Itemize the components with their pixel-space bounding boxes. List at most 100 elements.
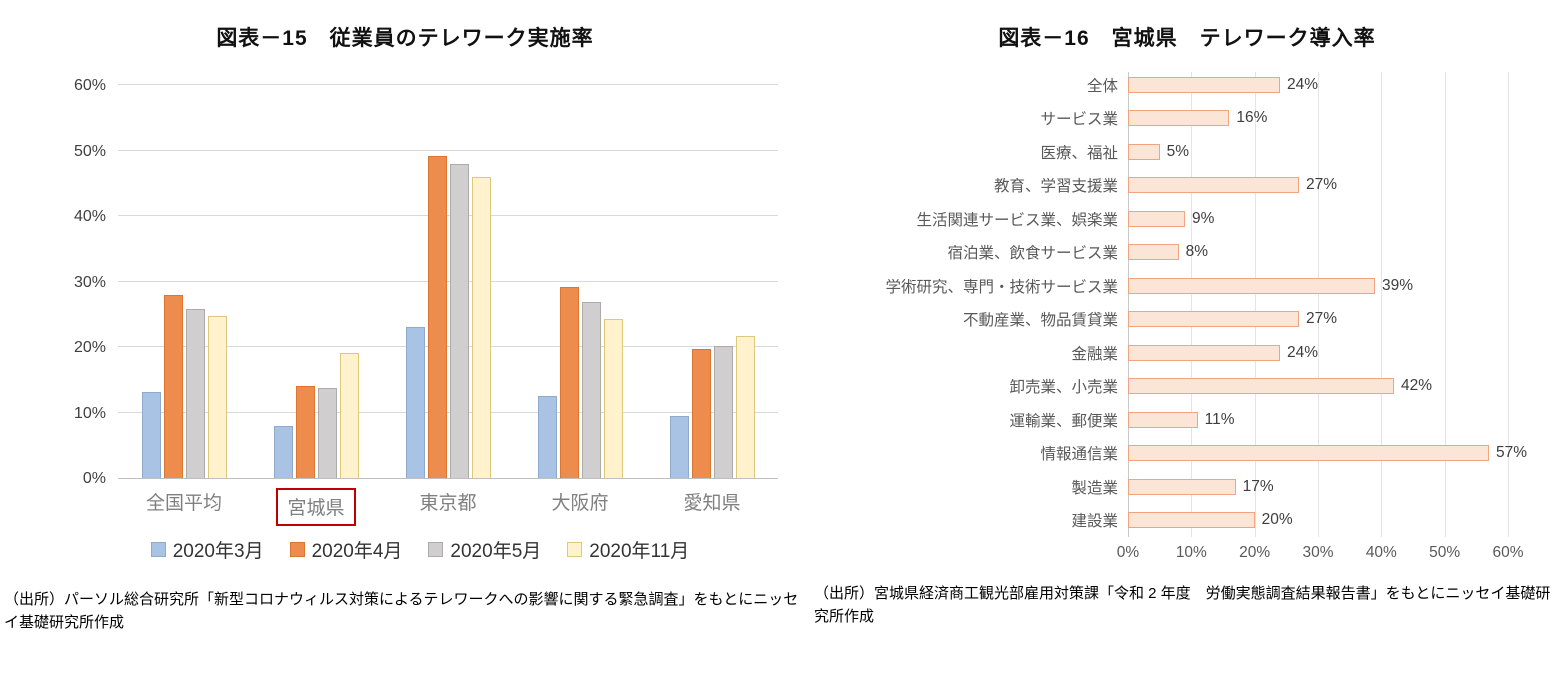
y-axis-tick-label: 30%: [73, 273, 106, 291]
x-gridline: [1381, 72, 1383, 537]
legend-swatch-icon: [289, 542, 305, 557]
bar-2020年5月-愛知県: [713, 346, 733, 478]
y-gridline: [118, 411, 778, 413]
bar-2020年5月-全国平均: [185, 309, 205, 478]
y-gridline: [118, 280, 778, 282]
category-label-text: 愛知県: [683, 493, 741, 514]
x-axis-tick-label: 50%: [1429, 544, 1461, 561]
industry-label: 宿泊業、飲食サービス業: [947, 245, 1118, 263]
bar-2020年11月-大阪府: [603, 318, 623, 478]
y-gridline: [118, 215, 778, 216]
industry-label: 情報通信業: [1040, 446, 1118, 464]
highlighted-category-label: 宮城県: [276, 488, 356, 526]
industry-row: 情報通信業 57%: [810, 437, 1558, 471]
bar-group-東京都: [382, 86, 514, 478]
legend-item-2020年11月: 2020年11月: [567, 536, 689, 563]
x-gridline: [1191, 72, 1193, 537]
bar-value-label: 17%: [1242, 477, 1274, 495]
bar-2020年3月-愛知県: [669, 415, 689, 478]
bar-2020年4月-愛知県: [691, 348, 711, 478]
category-label-全国平均: 全国平均: [118, 488, 250, 515]
industry-row: 生活関連サービス業、娯楽業 9%: [810, 202, 1558, 236]
bar-2020年5月-大阪府: [581, 302, 601, 478]
y-axis-tick-label: 60%: [73, 77, 106, 94]
industry-row: 金融業 24%: [810, 336, 1558, 370]
industry-label: 建設業: [1071, 513, 1118, 531]
bar-value-label: 27%: [1306, 176, 1338, 194]
y-gridline: [118, 346, 778, 347]
bar-track: 5%: [1128, 135, 1558, 169]
legend-swatch-icon: [428, 542, 444, 557]
industry-row: 医療、福祉 5%: [810, 135, 1558, 169]
x-axis-tick-label: 10%: [1175, 544, 1207, 561]
industry-row: サービス業 16%: [810, 102, 1558, 136]
bar-value-label: 24%: [1287, 75, 1319, 93]
legend-label: 2020年5月: [450, 541, 542, 562]
bar-value-label: 11%: [1204, 410, 1235, 428]
x-axis-baseline: [1128, 72, 1129, 537]
legend-label: 2020年11月: [589, 541, 690, 562]
bar-value-label: 16%: [1236, 109, 1268, 127]
industry-row: 製造業 17%: [810, 470, 1558, 504]
y-gridline: [118, 84, 778, 85]
industry-row: 宿泊業、飲食サービス業 8%: [810, 236, 1558, 270]
bar-track: 16%: [1128, 102, 1558, 136]
bar-2020年3月-宮城県: [273, 425, 293, 478]
bar-track: 11%: [1128, 403, 1558, 437]
industry-label: 生活関連サービス業、娯楽業: [916, 211, 1118, 229]
industry-label: 教育、学習支援業: [993, 178, 1118, 196]
x-axis-tick-label: 30%: [1302, 544, 1334, 561]
x-gridline: [1254, 72, 1256, 537]
bar-サービス業: [1128, 110, 1230, 127]
bar-group-宮城県: [250, 86, 382, 478]
legend-swatch-icon: [150, 542, 166, 557]
bar-value-label: 27%: [1306, 310, 1338, 328]
industry-label: 医療、福祉: [1040, 144, 1118, 162]
y-axis-tick-label: 0%: [82, 470, 106, 487]
bar-2020年5月-宮城県: [317, 387, 337, 478]
figure-16-source-note: （出所）宮城県経済商工観光部雇用対策課「令和 2 年度 労働実態調査結果報告書」…: [814, 585, 1551, 625]
bar-2020年4月-大阪府: [559, 287, 579, 478]
y-axis-tick-label: 10%: [73, 404, 106, 422]
bar-2020年5月-東京都: [449, 163, 469, 478]
figure-15-category-axis: 全国平均 宮城県 東京都 大阪府 愛知県: [118, 488, 778, 526]
legend-label: 2020年3月: [172, 541, 264, 562]
bar-group-大阪府: [514, 86, 646, 478]
figure-16-plot-wrap: 全体 24% サービス業 16% 医療、福祉 5% 教育、学習支援業 27% 生活関連サービス業…: [810, 68, 1558, 565]
x-axis-tick-label: 60%: [1492, 544, 1524, 561]
figure-15-title: 図表－15 従業員のテレワーク実施率: [216, 27, 594, 50]
industry-label: サービス業: [1040, 111, 1118, 129]
figure-15-plot-wrap: 0% 10% 20% 30% 40% 50% 60%: [74, 77, 778, 487]
bar-2020年4月-宮城県: [295, 385, 315, 478]
bar-track: 57%: [1128, 437, 1558, 471]
bar-全体: [1128, 76, 1280, 93]
industry-row: 卸売業、小売業 42%: [810, 370, 1558, 404]
bar-track: 24%: [1128, 68, 1558, 102]
y-gridline: [118, 149, 778, 151]
legend-item-2020年4月: 2020年4月: [289, 536, 403, 563]
bar-運輸業、郵便業: [1128, 411, 1198, 428]
bar-2020年11月-東京都: [471, 176, 491, 478]
bar-track: 27%: [1128, 303, 1558, 337]
industry-label: 卸売業、小売業: [1009, 379, 1118, 397]
bar-2020年4月-東京都: [427, 156, 447, 478]
category-label-東京都: 東京都: [382, 488, 514, 515]
industry-label: 不動産業、物品賃貸業: [962, 312, 1118, 330]
y-axis-tick-label: 40%: [73, 208, 106, 225]
legend-label: 2020年4月: [311, 541, 403, 562]
bar-金融業: [1128, 344, 1280, 361]
bar-value-label: 20%: [1261, 511, 1293, 529]
bar-2020年11月-愛知県: [735, 335, 755, 478]
figure-15: 図表－15 従業員のテレワーク実施率 0% 10% 20% 30% 40% 50% 60% …: [4, 27, 798, 631]
x-gridline: [1508, 72, 1509, 537]
industry-row: 学術研究、専門・技術サービス業 39%: [810, 269, 1558, 303]
bar-value-label: 24%: [1287, 343, 1319, 361]
y-axis-tick-label: 20%: [73, 339, 106, 356]
industry-label: 全体: [1086, 77, 1118, 95]
category-label-大阪府: 大阪府: [514, 488, 646, 515]
x-gridline: [1318, 72, 1319, 537]
bar-2020年11月-宮城県: [339, 352, 359, 478]
industry-label: 金融業: [1071, 345, 1118, 363]
bar-不動産業、物品賃貸業: [1128, 311, 1299, 328]
